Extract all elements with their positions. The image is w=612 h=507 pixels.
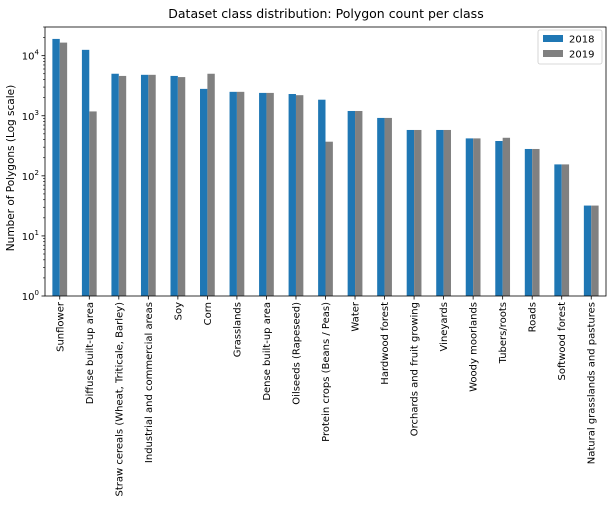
bar-2018 <box>583 205 592 296</box>
y-tick-label: 101 <box>22 229 39 243</box>
x-tick-label: Oilseeds (Rapeseed) <box>291 302 302 405</box>
bar-2018 <box>111 73 119 296</box>
legend-swatch-2018 <box>543 35 563 42</box>
bar-2019 <box>384 117 392 297</box>
x-tick-label: Softwood forest <box>557 302 568 381</box>
y-tick-label: 104 <box>22 49 40 63</box>
x-tick-label: Diffuse built-up area <box>85 302 96 404</box>
x-tick-label: Tubers/roots <box>498 302 509 364</box>
bar-2019 <box>591 205 599 296</box>
bar-2018 <box>81 49 90 297</box>
bar-2018 <box>140 74 149 296</box>
bar-2019 <box>502 137 511 296</box>
y-tick-label: 100 <box>22 289 39 303</box>
bar-2018 <box>347 110 356 297</box>
bar-2019 <box>414 129 422 296</box>
bar-2018 <box>554 164 562 296</box>
x-tick-label: Water <box>351 301 362 331</box>
x-tick-label: Roads <box>528 302 539 332</box>
bar-2018 <box>170 75 178 297</box>
bar-2018 <box>524 148 533 296</box>
x-tick-label: Soy <box>173 302 184 320</box>
plot-frame <box>44 26 607 297</box>
x-tick-label: Orchards and fruit growing <box>410 302 421 436</box>
x-tick-label: Natural grasslands and pastures <box>587 302 598 464</box>
x-tick-label: Grasslands <box>232 302 243 357</box>
legend: 2018 2019 <box>537 29 603 65</box>
bar-2019 <box>355 110 363 297</box>
x-axis: Sunflower Diffuse built-up area Straw cere… <box>55 296 598 497</box>
bar-2018 <box>406 129 415 296</box>
x-tick-label: Dense built-up area <box>262 302 273 401</box>
y-tick-label: 102 <box>22 169 39 183</box>
bar-2019 <box>89 111 97 297</box>
bar-2019 <box>295 95 304 297</box>
bar-2019 <box>561 164 570 296</box>
bar-2018 <box>495 141 503 296</box>
bar-2019 <box>266 92 274 296</box>
bar-2019 <box>207 73 215 296</box>
bar-2018 <box>259 92 267 296</box>
x-tick-label: Vineyards <box>439 302 450 351</box>
legend-swatch-2019 <box>543 50 563 57</box>
bar-2018 <box>200 88 208 296</box>
bar-2019 <box>443 129 451 296</box>
legend-label-2019: 2019 <box>569 50 594 61</box>
bar-2018 <box>288 94 296 297</box>
bar-2019 <box>177 77 186 296</box>
bar-2019 <box>236 91 245 296</box>
bar-2019 <box>59 42 68 296</box>
bar-2018 <box>318 99 326 296</box>
bar-2018 <box>436 129 444 296</box>
bars-group <box>52 38 599 297</box>
bar-2019 <box>325 141 333 296</box>
bar-2019 <box>532 148 540 296</box>
x-tick-label: Industrial and commercial areas <box>144 302 155 463</box>
bar-2019 <box>148 74 156 296</box>
x-tick-label: Protein crops (Beans / Peas) <box>321 302 332 442</box>
bar-2018 <box>229 91 237 296</box>
x-tick-label: Corn <box>203 302 214 325</box>
bar-2018 <box>377 117 385 297</box>
x-tick-label: Straw cereals (Wheat, Triticale, Barley) <box>114 302 125 497</box>
x-tick-label: Hardwood forest <box>380 302 391 385</box>
y-axis-label: Number of Polygons (Log scale) <box>5 85 17 251</box>
legend-label-2018: 2018 <box>569 35 594 46</box>
bar-2019 <box>473 138 481 296</box>
bar-2018 <box>465 138 474 296</box>
bar-2018 <box>52 38 60 297</box>
y-tick-label: 103 <box>22 109 39 123</box>
x-tick-label: Woody moorlands <box>469 302 480 392</box>
x-tick-label: Sunflower <box>55 301 66 352</box>
bar-2019 <box>118 75 127 297</box>
chart-title: Dataset class distribution: Polygon coun… <box>168 6 483 21</box>
